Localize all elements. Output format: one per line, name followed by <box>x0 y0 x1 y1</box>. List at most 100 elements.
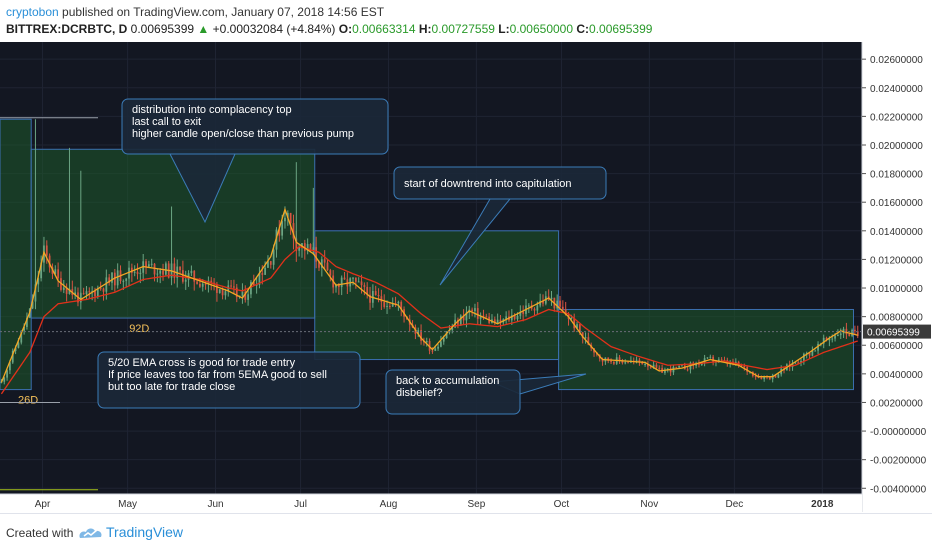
candle-body <box>459 315 462 325</box>
time-tick-label: Aug <box>380 499 398 510</box>
candle-body <box>258 273 261 285</box>
candle-body <box>366 286 369 295</box>
candle-body <box>82 293 85 295</box>
candle-body <box>62 287 65 290</box>
time-tick-label: Dec <box>726 499 744 510</box>
candle-body <box>40 262 42 279</box>
candle-body <box>499 319 502 323</box>
candle-body <box>505 316 508 320</box>
candle-body <box>193 270 196 282</box>
candle-body <box>647 364 649 367</box>
candle-body <box>510 315 513 321</box>
candle-body <box>664 369 666 373</box>
time-tick-label: Oct <box>554 499 570 510</box>
candle-body <box>817 343 819 351</box>
candle-body <box>573 317 576 329</box>
candle-body <box>116 270 119 286</box>
candle-body <box>216 284 218 293</box>
candle-body <box>102 288 105 292</box>
last-price-marker: 0.00695399 <box>0 324 931 339</box>
candle-body <box>533 308 536 311</box>
author-link[interactable]: cryptobon <box>6 5 59 19</box>
last-price: 0.00695399 <box>130 22 195 36</box>
candle-body <box>516 315 519 320</box>
candle-body <box>397 301 400 304</box>
time-tick-label: Jun <box>207 499 223 510</box>
time-tick-label: 2018 <box>811 499 834 510</box>
price-axis-ticks: 0.02600000 0.02400000 0.02200000 0.02000000… <box>862 55 927 495</box>
chart-footer: Created with TradingView <box>0 513 932 551</box>
candle-body <box>292 223 295 239</box>
candle-body <box>822 337 825 344</box>
candle-body <box>417 330 420 334</box>
tradingview-logo-icon[interactable] <box>78 525 104 541</box>
candle-body <box>854 329 856 332</box>
candle-body <box>539 300 542 306</box>
time-axis[interactable] <box>0 494 862 512</box>
candle-body <box>578 324 581 333</box>
candle-body <box>808 352 811 356</box>
candle-body <box>264 267 267 275</box>
candle-body <box>485 316 488 318</box>
candle-body <box>360 281 363 286</box>
candle-body <box>125 278 128 281</box>
candle-body <box>655 364 658 368</box>
candle-body <box>162 270 164 275</box>
candle-body <box>717 359 720 362</box>
candle-body <box>295 238 298 251</box>
candle-body <box>440 341 442 347</box>
candle-body <box>479 315 482 319</box>
candle-body <box>550 297 553 300</box>
candle-body <box>678 365 680 368</box>
candle-body <box>536 305 539 311</box>
annotation-box <box>121 98 389 155</box>
range-zone <box>30 148 316 319</box>
candle-body <box>14 347 17 351</box>
candle-body <box>54 269 57 274</box>
candle-body <box>303 243 306 251</box>
candle-body <box>147 264 150 267</box>
candle-body <box>306 244 309 251</box>
candle-body <box>139 272 142 275</box>
price-tick-label: 0.00200000 <box>870 398 923 409</box>
candle-body <box>286 212 289 218</box>
candle-body <box>627 362 629 364</box>
zone-duration-label: 26D <box>18 395 38 407</box>
candle-body <box>644 364 646 366</box>
up-arrow-icon: ▲ <box>197 22 210 36</box>
candle-body <box>587 337 590 345</box>
candle-body <box>199 283 201 287</box>
time-tick-label: Nov <box>640 499 658 510</box>
chart-area[interactable]: 26D 92D distribution into complacency top… <box>0 42 932 512</box>
candle-body <box>763 376 766 380</box>
high-label: H: <box>418 22 432 36</box>
candle-body <box>802 353 805 361</box>
candle-body <box>122 280 125 282</box>
candle-body <box>559 300 561 307</box>
price-axis[interactable] <box>862 42 932 512</box>
candle-body <box>828 338 831 341</box>
annotation-box <box>385 369 521 415</box>
candle-body <box>105 277 108 292</box>
candle-body <box>669 368 672 373</box>
candle-body <box>706 357 709 359</box>
tradingview-brand[interactable]: TradingView <box>106 524 184 540</box>
candle-body <box>241 291 244 296</box>
price-chart[interactable]: 26D 92D distribution into complacency top… <box>0 42 932 512</box>
candle-body <box>3 377 6 382</box>
candle-body <box>369 294 371 303</box>
range-zones: 26D 92D <box>0 118 854 407</box>
candle-body <box>250 281 252 295</box>
candle-body <box>442 338 445 342</box>
candle-body <box>94 291 96 297</box>
price-tick-label: 0.02600000 <box>870 55 923 66</box>
candle-body <box>624 362 627 364</box>
candle-body <box>831 338 834 340</box>
ema-5-line <box>0 207 858 383</box>
candle-body <box>153 263 156 275</box>
candle-body <box>267 261 269 268</box>
candle-body <box>618 357 621 361</box>
candle-body <box>527 305 530 307</box>
candle-body <box>128 267 130 279</box>
